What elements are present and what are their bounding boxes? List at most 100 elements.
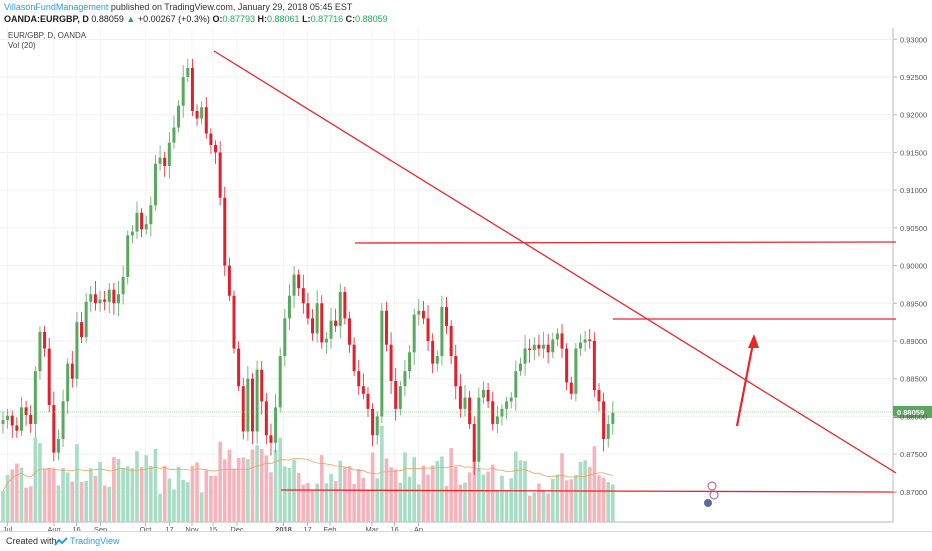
y-tick-label: 0.92500	[900, 73, 927, 82]
last-price-tag-label: 0.88059	[897, 408, 924, 417]
volume-bar	[278, 437, 282, 522]
volume-bar	[403, 452, 407, 522]
event-marker-icon	[709, 490, 719, 500]
drawings: 0.88059	[0, 50, 932, 507]
candle-body	[250, 378, 254, 432]
resistance-line	[354, 241, 897, 244]
volume-bar	[88, 468, 93, 522]
x-tick-label: Jul	[3, 525, 13, 532]
publish-header: VillasonFundManagement published on Trad…	[0, 0, 932, 28]
candle-body	[569, 382, 573, 394]
volume-bar	[232, 468, 236, 522]
volume-bar	[366, 489, 370, 522]
y-tick-label: 0.87000	[900, 488, 927, 497]
candle-body	[38, 331, 42, 372]
x-tick-label: 15	[209, 525, 217, 532]
volume-bar	[296, 472, 301, 522]
candle-body	[518, 363, 522, 372]
volume-bar	[79, 482, 84, 522]
candle-body	[260, 369, 264, 402]
y-tick-label: 0.89000	[900, 337, 927, 346]
volume-bar	[477, 469, 481, 522]
footer: Created with TradingView	[0, 531, 932, 551]
volume-bar	[370, 452, 375, 522]
candle-body	[505, 401, 509, 409]
author-link[interactable]: VillasonFundManagement	[4, 2, 109, 12]
candle-body	[565, 348, 569, 383]
volume-bars	[1, 425, 615, 522]
volume-bar	[352, 484, 356, 522]
candle-body	[301, 288, 305, 304]
chart-area[interactable]: 0.88059 0.93000 0.92500 0.92000 0.91500 0.91…	[0, 28, 932, 534]
volume-bar	[578, 461, 583, 522]
volume-bar	[204, 470, 209, 522]
candle-body	[223, 197, 227, 266]
volume-bar	[310, 490, 315, 522]
volume-bar	[153, 448, 158, 522]
volume-bar	[449, 448, 453, 522]
volume-bar	[458, 484, 463, 522]
candle-body	[61, 401, 65, 440]
candle-body	[98, 299, 102, 304]
candle-body	[218, 152, 222, 198]
grid	[0, 28, 894, 523]
volume-bar	[222, 459, 227, 522]
volume-bar	[15, 463, 19, 522]
candle-body	[29, 414, 33, 424]
volume-bar	[343, 467, 347, 522]
volume-bar	[597, 475, 601, 522]
tradingview-brand[interactable]: TradingView	[70, 536, 120, 546]
volume-bar	[209, 475, 213, 522]
candle-body	[472, 423, 476, 462]
candle-body	[435, 356, 439, 364]
candle-body	[606, 423, 610, 440]
price-change: +0.00267 (+0.3%)	[137, 14, 210, 24]
volume-bar	[435, 460, 440, 522]
candle-body	[177, 105, 181, 128]
volume-bar	[490, 464, 495, 522]
candle-body	[361, 386, 365, 394]
candle-body	[463, 397, 467, 409]
volume-legend: Vol (20)	[8, 41, 36, 50]
volume-bar	[186, 482, 190, 522]
volume-bar	[546, 493, 550, 522]
candle-body	[126, 235, 130, 277]
candles	[1, 58, 615, 476]
candle-body	[274, 407, 278, 443]
volume-bar	[135, 451, 139, 522]
candle-body	[15, 425, 19, 431]
candle-body	[311, 318, 315, 334]
volume-bar	[509, 478, 513, 522]
candle-body	[431, 340, 435, 364]
candle-body	[149, 205, 153, 225]
volume-bar	[606, 482, 611, 522]
volume-bar	[560, 453, 564, 522]
x-tick-label: Dec	[230, 525, 244, 532]
symbol-label: OANDA:EURGBP, D	[4, 14, 89, 24]
candle-body	[329, 320, 333, 339]
candle-body	[292, 274, 296, 296]
volume-bar	[398, 482, 403, 522]
candle-body	[19, 407, 23, 431]
candle-body	[56, 439, 60, 453]
candle-body	[445, 307, 449, 326]
y-tick-label: 0.91000	[900, 186, 927, 195]
volume-bar	[329, 473, 333, 522]
volume-bar	[255, 445, 259, 522]
volume-bar	[574, 474, 578, 522]
price-chart[interactable]: 0.88059 0.93000 0.92500 0.92000 0.91500 0.91…	[0, 28, 932, 534]
publish-text: published on TradingView.com, January 29…	[108, 2, 353, 12]
candle-body	[200, 107, 204, 119]
event-marker-icon	[707, 481, 717, 491]
y-tick-label: 0.89500	[900, 299, 927, 308]
volume-bar	[550, 478, 555, 522]
volume-bar	[10, 469, 15, 522]
event-marker-icon	[704, 499, 712, 507]
candle-body	[334, 320, 338, 326]
volume-bar	[389, 467, 393, 522]
volume-bar	[70, 481, 75, 522]
x-tick-label: 16	[390, 525, 398, 532]
candle-body	[320, 303, 324, 343]
volume-bar	[361, 477, 366, 522]
candle-body	[103, 299, 107, 302]
